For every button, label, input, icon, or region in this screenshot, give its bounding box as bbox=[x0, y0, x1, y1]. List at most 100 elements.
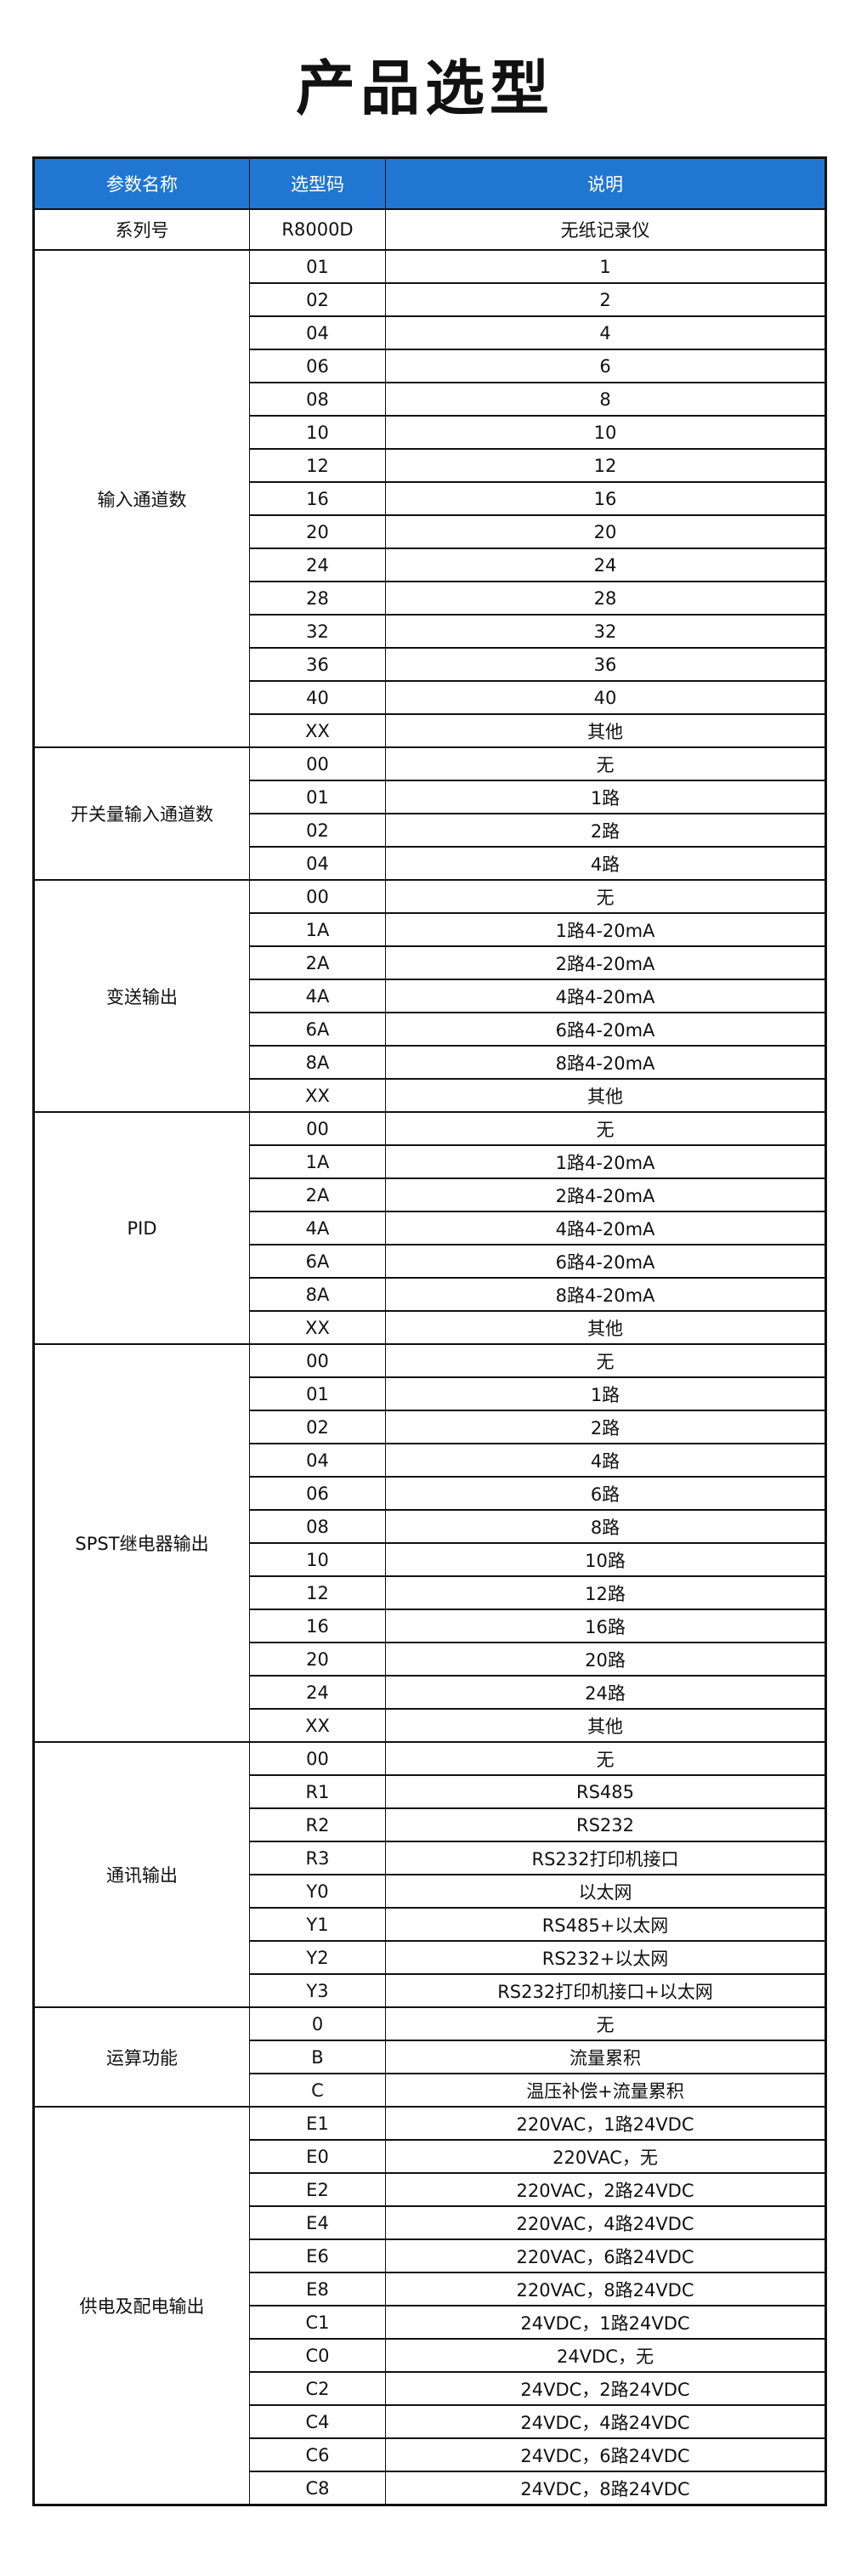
code-cell: 2A bbox=[249, 945, 386, 980]
table-row: 36 36 bbox=[34, 647, 826, 682]
description-cell: 4 bbox=[385, 315, 826, 350]
code-cell: 00 bbox=[249, 1343, 386, 1378]
code-cell: 01 bbox=[249, 249, 386, 284]
description-cell: 16 bbox=[385, 481, 826, 516]
table-row: 变送输出 00 无 bbox=[33, 879, 826, 1113]
table-row: 供电及配电输出 E1 220VAC，1路24VDC bbox=[33, 2106, 826, 2506]
code-cell: 16 bbox=[249, 481, 386, 516]
code-cell: 00 bbox=[249, 1741, 386, 1776]
code-cell: C bbox=[249, 2073, 386, 2108]
table-row: C6 24VDC，6路24VDC bbox=[34, 2437, 826, 2472]
description-cell: 1路 bbox=[385, 780, 826, 814]
code-cell: 6A bbox=[249, 1012, 386, 1047]
code-cell: 0 bbox=[249, 2006, 386, 2041]
table-row: 28 28 bbox=[34, 581, 826, 616]
table-row: E8 220VAC，8路24VDC bbox=[34, 2272, 826, 2306]
description-cell: 无 bbox=[385, 1111, 826, 1146]
description-cell: 1路 bbox=[385, 1376, 826, 1411]
description-cell: 其他 bbox=[385, 713, 826, 748]
code-cell: 04 bbox=[249, 1443, 386, 1478]
description-cell: RS232打印机接口+以太网 bbox=[385, 1973, 826, 2008]
code-cell: E2 bbox=[249, 2172, 386, 2207]
table-header-row: 参数名称 选型码 说明 bbox=[33, 156, 826, 210]
code-cell: 8A bbox=[249, 1277, 386, 1312]
code-cell: C8 bbox=[249, 2471, 386, 2506]
description-cell: 16路 bbox=[385, 1609, 826, 1643]
description-cell: 36 bbox=[385, 647, 826, 682]
table-row: 2A 2路4-20mA bbox=[34, 945, 826, 980]
header-param-name: 参数名称 bbox=[33, 156, 250, 210]
code-cell: XX bbox=[249, 713, 386, 748]
table-row: 12 12路 bbox=[34, 1575, 826, 1610]
description-cell: 8路 bbox=[385, 1509, 826, 1544]
description-cell: RS232 bbox=[385, 1807, 826, 1842]
code-cell: Y3 bbox=[249, 1973, 386, 2008]
code-cell: 32 bbox=[249, 614, 386, 649]
code-cell: 20 bbox=[249, 514, 386, 549]
table-row: 06 6 bbox=[34, 349, 826, 383]
table-row: C4 24VDC，4路24VDC bbox=[34, 2404, 826, 2439]
description-cell: 220VAC，4路24VDC bbox=[385, 2205, 826, 2240]
table-row: E2 220VAC，2路24VDC bbox=[34, 2172, 826, 2207]
table-row: 1A 1路4-20mA bbox=[34, 1144, 826, 1179]
description-cell: 2路 bbox=[385, 813, 826, 848]
table-row: 2A 2路4-20mA bbox=[34, 1177, 826, 1212]
table-row: R2 RS232 bbox=[34, 1807, 826, 1842]
table-row: 04 4路 bbox=[34, 1443, 826, 1478]
description-cell: 6路4-20mA bbox=[385, 1012, 826, 1047]
description-cell: 8 bbox=[385, 382, 826, 417]
table-row: Y3 RS232打印机接口+以太网 bbox=[34, 1973, 826, 2008]
table-row: 32 32 bbox=[34, 614, 826, 649]
table-row: 20 20路 bbox=[34, 1642, 826, 1677]
code-cell: E6 bbox=[249, 2238, 386, 2273]
description-cell: 4路4-20mA bbox=[385, 1211, 826, 1245]
table-row: E0 220VAC，无 bbox=[34, 2139, 826, 2174]
table-row: SPST继电器输出 00 无 bbox=[33, 1343, 826, 1743]
description-cell: RS485 bbox=[385, 1774, 826, 1809]
description-cell: 20 bbox=[385, 514, 826, 549]
code-cell: 08 bbox=[249, 382, 386, 417]
table-row: PID 00 无 bbox=[33, 1111, 826, 1345]
code-cell: E4 bbox=[249, 2205, 386, 2240]
table-row: 08 8路 bbox=[34, 1509, 826, 1544]
code-cell: Y1 bbox=[249, 1907, 386, 1942]
code-cell: 24 bbox=[249, 1675, 386, 1710]
code-cell: C1 bbox=[249, 2305, 386, 2340]
description-cell: 24 bbox=[385, 548, 826, 582]
description-cell: 8路4-20mA bbox=[385, 1277, 826, 1312]
description-cell: 24路 bbox=[385, 1675, 826, 1710]
table-row: Y1 RS485+以太网 bbox=[34, 1907, 826, 1942]
code-cell: E0 bbox=[249, 2139, 386, 2174]
description-cell: 220VAC，无 bbox=[385, 2139, 826, 2174]
table-row: 4A 4路4-20mA bbox=[34, 979, 826, 1013]
description-cell: 24VDC，4路24VDC bbox=[385, 2404, 826, 2439]
description-cell: 无 bbox=[385, 879, 826, 914]
description-cell: 2 bbox=[385, 282, 826, 317]
code-cell: XX bbox=[249, 1708, 386, 1743]
table-row: 04 4路 bbox=[34, 846, 826, 881]
code-cell: 6A bbox=[249, 1244, 386, 1279]
table-row: 输入通道数 01 1 bbox=[33, 249, 826, 748]
description-cell: 2路4-20mA bbox=[385, 1177, 826, 1212]
table-row: XX 其他 bbox=[34, 1708, 826, 1743]
description-cell: RS485+以太网 bbox=[385, 1907, 826, 1942]
code-cell: 1A bbox=[249, 912, 386, 947]
param-name-cell: 开关量输入通道数 bbox=[33, 746, 250, 881]
description-cell: 4路4-20mA bbox=[385, 979, 826, 1013]
table-row: 24 24 bbox=[34, 548, 826, 582]
code-cell: 10 bbox=[249, 415, 386, 450]
code-cell: 10 bbox=[249, 1542, 386, 1577]
code-cell: 1A bbox=[249, 1144, 386, 1179]
table-row: 02 2路 bbox=[34, 813, 826, 848]
code-cell: Y0 bbox=[249, 1874, 386, 1909]
code-cell: 04 bbox=[249, 846, 386, 881]
table-row: 04 4 bbox=[34, 315, 826, 350]
description-cell: 12 bbox=[385, 448, 826, 483]
code-cell: 36 bbox=[249, 647, 386, 682]
description-cell: 28 bbox=[385, 581, 826, 616]
table-row: 40 40 bbox=[34, 680, 826, 715]
code-cell: R8000D bbox=[249, 208, 386, 251]
param-name-cell: 供电及配电输出 bbox=[33, 2106, 250, 2506]
table-row: 16 16路 bbox=[34, 1609, 826, 1643]
table-row: C1 24VDC，1路24VDC bbox=[34, 2305, 826, 2340]
